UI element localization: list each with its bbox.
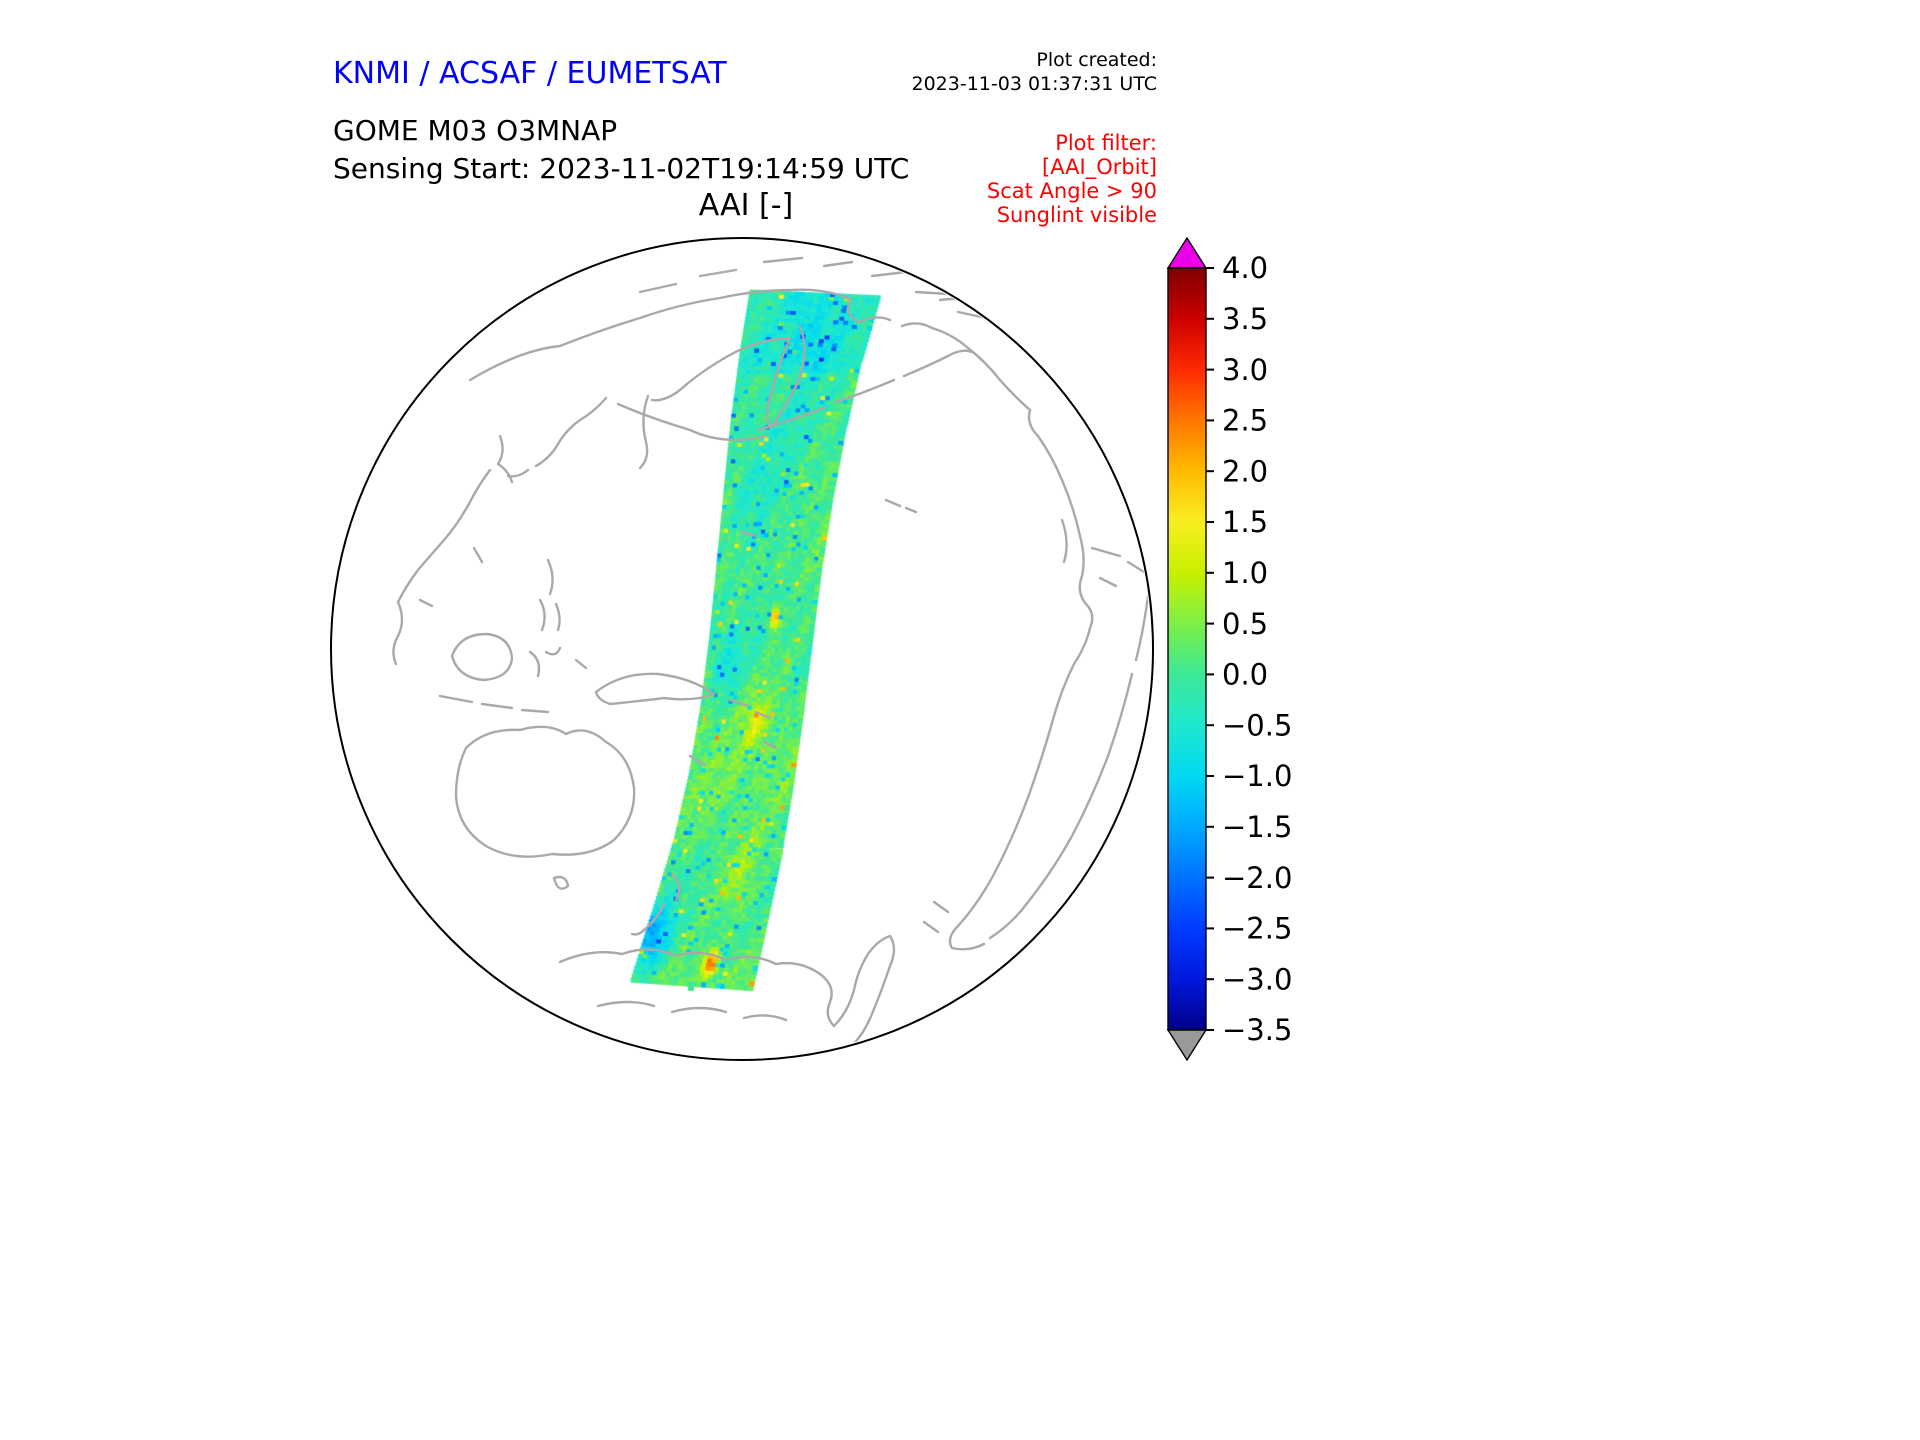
plot-filter-line: Plot filter: [1055, 131, 1157, 155]
colorbar-tick-label: 1.5 [1222, 505, 1268, 539]
coastlines [392, 256, 1150, 1050]
colorbar-tick-label: 0.0 [1222, 658, 1268, 692]
colorbar-tick-label: 0.5 [1222, 607, 1268, 641]
product-title: GOME M03 O3MNAP [333, 114, 618, 147]
colorbar-tick-labels: 4.0 3.5 3.0 2.5 2.0 1.5 1.0 0.5 0.0 −0.5 −1.0 −1.5 −… [1206, 251, 1292, 1047]
plot-filter-line: [AAI_Orbit] [1042, 155, 1157, 179]
institution-title: KNMI / ACSAF / EUMETSAT [333, 56, 727, 91]
globe-outline [330, 237, 1154, 1061]
colorbar-tick-label: −3.0 [1222, 962, 1292, 996]
colorbar-tick-label: −0.5 [1222, 708, 1292, 742]
colorbar-tick-label: −2.0 [1222, 861, 1292, 895]
plot-filter-line: Scat Angle > 90 [986, 179, 1157, 203]
colorbar-tick-label: 2.5 [1222, 404, 1268, 438]
colorbar-tick-label: −3.5 [1222, 1013, 1292, 1047]
sensing-start: Sensing Start: 2023-11-02T19:14:59 UTC [333, 152, 910, 185]
colorbar-tick-label: 1.0 [1222, 556, 1268, 590]
colorbar-gradient-bar [1167, 267, 1207, 1031]
colorbar-tick-label: −2.5 [1222, 912, 1292, 946]
colorbar-tick-label: 4.0 [1222, 251, 1268, 285]
plot-created-value: 2023-11-03 01:37:31 UTC [911, 73, 1158, 95]
colorbar-tick-label: 3.0 [1222, 353, 1268, 387]
colorbar-tick-label: −1.5 [1222, 810, 1292, 844]
colorbar-over-arrow [1166, 236, 1208, 269]
plot-created: Plot created: 2023-11-03 01:37:31 UTC [912, 48, 1158, 96]
colorbar: 4.0 3.5 3.0 2.5 2.0 1.5 1.0 0.5 0.0 −0.5 −1.0 −1.5 −… [1166, 236, 1292, 1062]
plot-filter: Plot filter: [AAI_Orbit] Scat Angle > 90… [987, 131, 1157, 227]
chart-title: AAI [-] [698, 188, 794, 223]
plot-filter-line: Sunglint visible [996, 203, 1157, 227]
colorbar-under-arrow [1166, 1029, 1208, 1062]
plot-created-label: Plot created: [1036, 49, 1157, 71]
colorbar-tick-label: 3.5 [1222, 302, 1268, 336]
colorbar-tick-label: 2.0 [1222, 454, 1268, 488]
colorbar-tick-label: −1.0 [1222, 759, 1292, 793]
